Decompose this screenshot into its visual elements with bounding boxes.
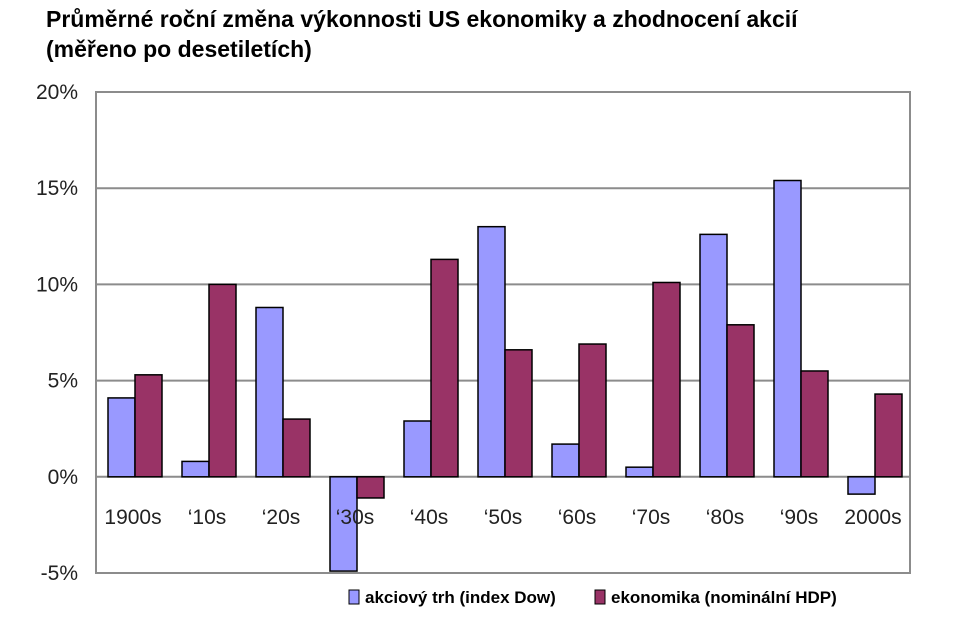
y-tick-label: 0% bbox=[48, 466, 78, 489]
x-category-label: ‘20s bbox=[262, 506, 301, 529]
bar-stock-market bbox=[255, 306, 284, 478]
x-category-label: ‘70s bbox=[632, 506, 671, 529]
bar-economy bbox=[208, 283, 237, 478]
bar-stock-market bbox=[329, 476, 358, 572]
bar-stock-market bbox=[181, 460, 210, 478]
bar-stock-market bbox=[551, 443, 580, 478]
bar-economy bbox=[356, 476, 385, 499]
bar-stock-market bbox=[625, 466, 654, 478]
bar-stock-market bbox=[107, 397, 136, 478]
x-category-label: ‘10s bbox=[188, 506, 227, 529]
x-category-label: 1900s bbox=[104, 506, 161, 529]
x-category-label: 2000s bbox=[844, 506, 901, 529]
x-category-label: ‘50s bbox=[484, 506, 523, 529]
bar-stock-market bbox=[699, 233, 728, 478]
bar-economy bbox=[874, 393, 903, 478]
x-category-label: ‘30s bbox=[336, 506, 375, 529]
bar-economy bbox=[430, 258, 459, 478]
bar-stock-market bbox=[847, 476, 876, 495]
x-category-label: ‘40s bbox=[410, 506, 449, 529]
y-tick-label: 15% bbox=[36, 177, 78, 200]
bar-economy bbox=[726, 324, 755, 478]
chart-title: Průměrné roční změna výkonnosti US ekono… bbox=[46, 4, 966, 64]
bar-economy bbox=[800, 370, 829, 478]
y-tick-label: 10% bbox=[36, 273, 78, 296]
x-category-label: ‘60s bbox=[558, 506, 597, 529]
bar-economy bbox=[504, 349, 533, 478]
legend-label: ekonomika (nominální HDP) bbox=[611, 588, 837, 607]
legend-swatch bbox=[594, 589, 606, 605]
bar-stock-market bbox=[477, 225, 506, 478]
y-tick-label: -5% bbox=[41, 562, 78, 585]
bar-stock-market bbox=[403, 420, 432, 478]
bar-economy bbox=[578, 343, 607, 478]
bar-economy bbox=[652, 281, 681, 478]
chart-title-line-2: (měřeno po desetiletích) bbox=[46, 36, 312, 62]
legend-label: akciový trh (index Dow) bbox=[365, 588, 556, 607]
bar-economy bbox=[282, 418, 311, 478]
y-tick-label: 5% bbox=[48, 370, 78, 393]
bar-stock-market bbox=[773, 179, 802, 478]
x-category-label: ‘90s bbox=[780, 506, 819, 529]
chart-title-line-1: Průměrné roční změna výkonnosti US ekono… bbox=[46, 6, 798, 32]
y-tick-label: 20% bbox=[36, 81, 78, 104]
x-category-label: ‘80s bbox=[706, 506, 745, 529]
bar-economy bbox=[134, 374, 163, 478]
legend-swatch bbox=[348, 589, 360, 605]
